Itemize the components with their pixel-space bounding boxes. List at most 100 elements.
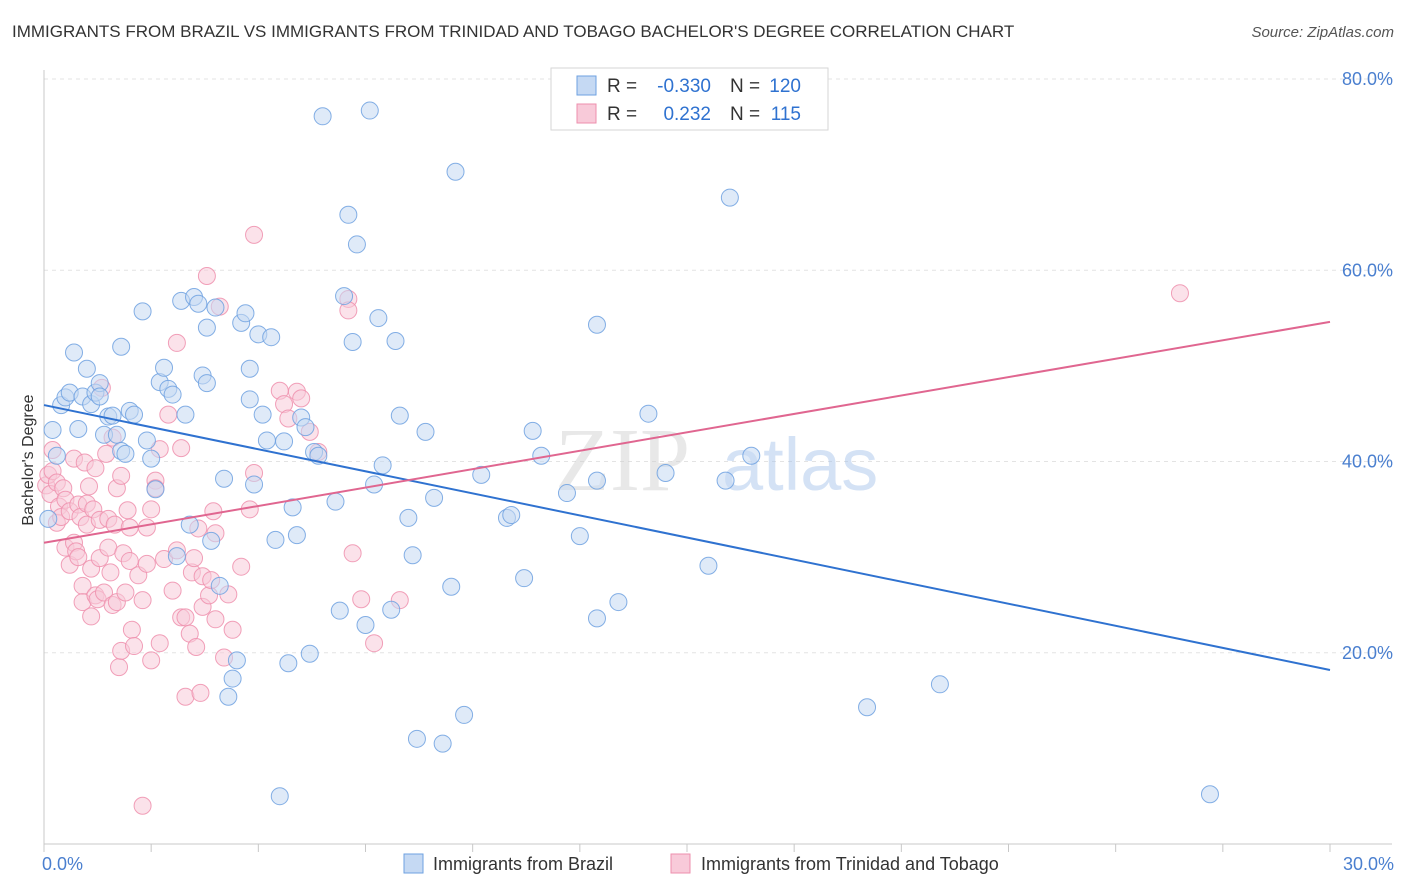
brazil-point <box>515 569 534 588</box>
brazil-point <box>210 576 229 595</box>
trinidad-point <box>245 225 264 244</box>
watermark-zip: ZIP <box>555 411 690 510</box>
trendlines <box>43 320 1331 671</box>
trinidad-point <box>176 687 195 706</box>
x-tick-label: 30.0% <box>1343 854 1394 874</box>
brazil-point <box>390 406 409 425</box>
watermark-atlas: atlas <box>722 423 878 506</box>
brazil-point <box>343 332 362 351</box>
legend-swatch-brazil <box>403 853 424 874</box>
brazil-point <box>347 235 366 254</box>
trinidad-point <box>80 477 99 496</box>
trinidad-point <box>352 590 371 609</box>
brazil-point <box>587 315 606 334</box>
brazil-point <box>279 654 298 673</box>
y-tick-labels: 20.0% 40.0% 60.0% 80.0% <box>1342 69 1393 663</box>
brazil-point <box>245 475 264 494</box>
trinidad-point <box>118 501 137 520</box>
brazil-point <box>65 343 84 362</box>
trinidad-point <box>133 591 152 610</box>
brazil-point <box>326 492 345 511</box>
trinidad-point <box>112 466 131 485</box>
source-label: Source: ZipAtlas.com <box>1251 24 1394 41</box>
brazil-point <box>125 405 144 424</box>
trinidad-point <box>185 549 204 568</box>
trinidad-point <box>101 563 120 582</box>
series-brazil-points <box>39 101 1219 806</box>
trinidad-point <box>232 557 251 576</box>
stats-trinidad-r-label: R = <box>607 104 637 125</box>
trinidad-point <box>97 444 116 463</box>
brazil-point <box>360 101 379 120</box>
brazil-point <box>300 644 319 663</box>
brazil-point <box>296 418 315 437</box>
trinidad-point <box>137 554 156 573</box>
axes <box>43 70 1392 845</box>
stats-brazil-r-label: R = <box>607 76 637 97</box>
brazil-point <box>742 446 761 465</box>
stats-brazil-n-label: N = <box>730 76 760 97</box>
trinidad-point <box>99 538 118 557</box>
y-tick-label: 40.0% <box>1342 452 1393 472</box>
brazil-point <box>313 107 332 126</box>
brazil-point <box>146 480 165 499</box>
trendline-trinidad <box>43 320 1331 544</box>
stats-box-frame <box>550 67 829 131</box>
brazil-point <box>656 463 675 482</box>
stats-brazil-r: -0.330 <box>657 76 711 97</box>
trinidad-point <box>86 459 105 478</box>
brazil-point <box>197 374 216 393</box>
brazil-point <box>275 432 294 451</box>
y-tick-label: 60.0% <box>1342 260 1393 280</box>
legend-swatch-trinidad <box>670 853 691 874</box>
brazil-point <box>163 385 182 404</box>
y-axis-label: Bachelor's Degree <box>20 394 37 525</box>
y-tick-label: 80.0% <box>1342 69 1393 89</box>
brazil-point <box>339 205 358 224</box>
brazil-point <box>142 449 161 468</box>
brazil-point <box>283 498 302 517</box>
brazil-point <box>116 444 135 463</box>
trinidad-point <box>133 796 152 815</box>
brazil-point <box>446 162 465 181</box>
brazil-point <box>373 456 392 475</box>
brazil-point <box>639 404 658 423</box>
brazil-point <box>240 390 259 409</box>
brazil-point <box>425 488 444 507</box>
stats-swatch-brazil <box>576 75 597 96</box>
trinidad-point <box>206 610 225 629</box>
brazil-point <box>223 669 242 688</box>
brazil-point <box>176 405 195 424</box>
trinidad-point <box>172 439 191 458</box>
brazil-point <box>39 509 58 528</box>
brazil-point <box>609 593 628 612</box>
stats-swatch-trinidad <box>576 103 597 124</box>
brazil-point <box>69 419 88 438</box>
brazil-point <box>472 465 491 484</box>
brazil-point <box>47 446 66 465</box>
brazil-point <box>433 734 452 753</box>
trinidad-point <box>176 608 195 627</box>
brazil-point <box>77 359 96 378</box>
brazil-point <box>206 298 225 317</box>
brazil-point <box>570 527 589 546</box>
trinidad-point <box>142 651 161 670</box>
brazil-point <box>930 675 949 694</box>
trinidad-point <box>187 638 206 657</box>
brazil-point <box>215 469 234 488</box>
stats-box: R = -0.330 N = 120 R = 0.232 N = 115 <box>550 67 829 131</box>
brazil-point <box>369 309 388 328</box>
brazil-point <box>416 422 435 441</box>
brazil-point <box>587 471 606 490</box>
brazil-point <box>356 616 375 635</box>
trinidad-point <box>122 620 141 639</box>
brazil-point <box>257 431 276 450</box>
brazil-point <box>180 515 199 534</box>
trinidad-point <box>292 389 311 408</box>
brazil-point <box>399 508 418 527</box>
chart-title: IMMIGRANTS FROM BRAZIL VS IMMIGRANTS FRO… <box>12 22 1015 41</box>
brazil-point <box>137 431 156 450</box>
brazil-point <box>858 698 877 717</box>
legend-label-trinidad: Immigrants from Trinidad and Tobago <box>701 854 999 874</box>
